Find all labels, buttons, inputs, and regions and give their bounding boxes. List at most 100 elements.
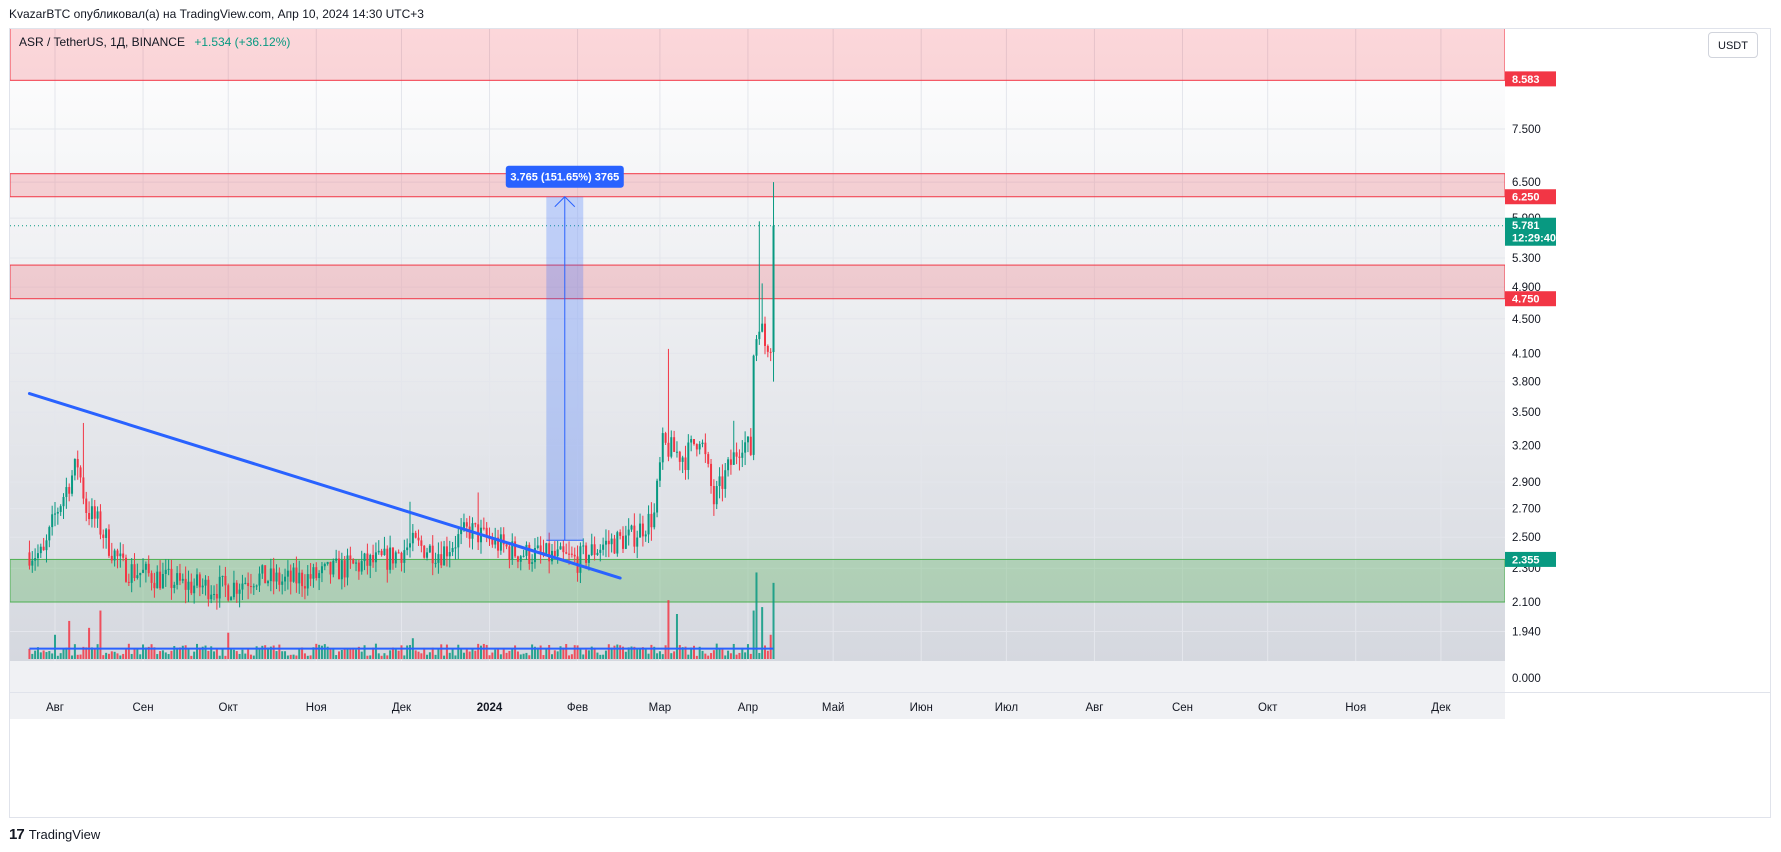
time-axis[interactable]: Авг Сен Окт Ноя Дек 2024 Фев Мар Апр Май Июн Июл Авг… [10, 692, 1771, 714]
volume-bar [249, 654, 252, 659]
time-tick-label: Апр [738, 702, 758, 714]
volume-bar [729, 653, 732, 659]
drawings[interactable]: 3.765 (151.65%) 3765 [27, 165, 624, 580]
candle-body [394, 552, 397, 564]
candle-body [690, 439, 693, 443]
candle-body [460, 528, 463, 535]
chart-canvas[interactable]: 3.765 (151.65%) 3765 7.5006.5005.9005.30… [10, 29, 1771, 818]
candle-body [204, 579, 207, 586]
candle-body [31, 560, 34, 566]
volume-bar [647, 653, 650, 659]
candle-body [661, 433, 664, 463]
candle-body [670, 437, 673, 457]
candle-body [548, 543, 551, 562]
volume-bar [289, 654, 292, 659]
candle-body [658, 462, 661, 481]
volume-bar [658, 651, 661, 659]
currency-button[interactable]: USDT [1708, 32, 1758, 58]
candle-body [516, 556, 519, 562]
volume-bar [360, 651, 363, 659]
candle-body [275, 572, 278, 582]
price-tag-label: 8.583 [1512, 74, 1540, 86]
candle-body [252, 586, 255, 588]
volume-bar [386, 655, 389, 659]
candle-body [119, 553, 122, 557]
candle-body [284, 576, 287, 582]
time-tick-label: Июн [910, 702, 933, 714]
candle-body [159, 571, 162, 589]
volume-bar [230, 649, 233, 659]
candle-body [423, 545, 426, 558]
volume-bar [130, 653, 133, 659]
volume-bar [93, 648, 96, 659]
volume-bar [482, 643, 485, 659]
chart-area[interactable]: 3.765 (151.65%) 3765 7.5006.5005.9005.30… [9, 28, 1771, 818]
volume-bar [627, 647, 630, 659]
price-tag [1505, 189, 1556, 205]
resistance-zone [10, 29, 1506, 81]
resistance-zone [10, 264, 1506, 300]
volume-bar [639, 647, 642, 659]
volume-bar [320, 645, 323, 659]
volume-bar [127, 643, 130, 659]
volume-bar [678, 645, 681, 659]
volume-bar [656, 653, 659, 659]
volume-bar [142, 644, 145, 659]
volume-bar [54, 634, 56, 659]
volume-bar [556, 651, 559, 659]
candle-body [403, 550, 406, 563]
candle-body [286, 570, 289, 577]
candle-body [363, 553, 366, 562]
volume-bar [295, 655, 298, 659]
candle-body [641, 523, 644, 537]
price-tick-label: 4.500 [1512, 314, 1541, 326]
volume-bar [224, 655, 227, 659]
volume-bar [673, 651, 676, 659]
candle-body [536, 545, 539, 549]
price-change: +1.534 (+36.12%) [194, 35, 291, 49]
candle-body [110, 555, 113, 561]
candle-body [761, 323, 764, 332]
price-axis[interactable]: 7.5006.5005.9005.3004.9004.5004.1003.800… [1505, 29, 1771, 818]
volume-bar [343, 649, 346, 659]
candle-body [320, 566, 323, 574]
volume-bar [301, 647, 304, 659]
volume-bar [312, 647, 315, 659]
resistance-zone [10, 173, 1506, 198]
candle-body [116, 550, 119, 557]
candle-body [531, 562, 534, 564]
candle-body [278, 572, 281, 585]
volume-bar [701, 650, 704, 659]
volume-bar [113, 651, 116, 659]
candle-body [105, 529, 108, 538]
volume-bar [718, 648, 721, 659]
candle-body [107, 529, 110, 556]
volume-bar [306, 655, 309, 659]
volume-bar [431, 647, 434, 659]
candle-body [326, 561, 329, 564]
volume-bar [758, 653, 761, 659]
candle-body [707, 454, 710, 464]
time-tick-label: Дек [392, 702, 412, 714]
candle-body [235, 582, 238, 594]
candle-body [102, 534, 105, 538]
candle-body [357, 562, 360, 572]
price-tag-label: 4.750 [1512, 294, 1540, 306]
candle-body [494, 537, 497, 545]
volume-bar [562, 647, 565, 659]
candle-body [303, 586, 306, 589]
volume-bar [42, 650, 45, 659]
candle-body [622, 535, 624, 549]
volume-bar [400, 645, 403, 659]
volume-bar [68, 620, 71, 659]
candle-body [559, 546, 562, 550]
candle-body [332, 560, 335, 575]
volume-bar [102, 655, 105, 659]
candle-body [454, 547, 457, 549]
candle-body [599, 549, 602, 553]
volume-bar [105, 652, 108, 659]
candle-body [511, 541, 514, 560]
candle-body [227, 585, 230, 601]
volume-bar [684, 646, 687, 659]
volume-bar [732, 643, 735, 659]
